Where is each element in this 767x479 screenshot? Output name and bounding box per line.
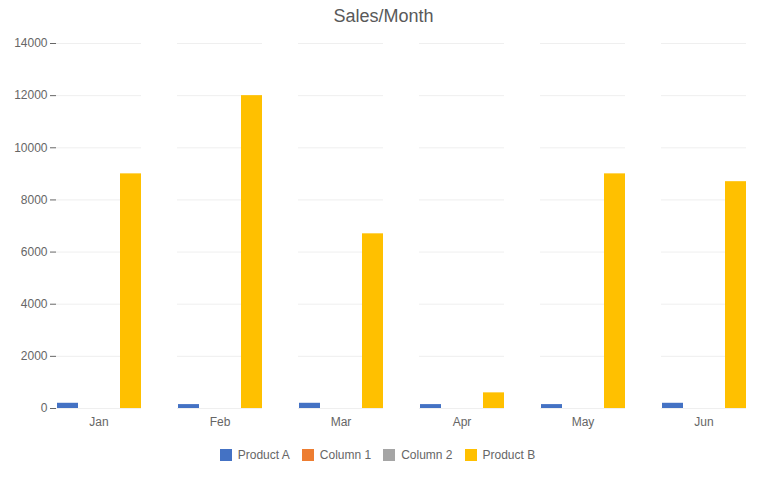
html-text:Product A: Product A [237, 447, 290, 462]
svg-text:Mar: Mar [331, 415, 352, 429]
svg-text:May: May [572, 415, 595, 429]
svg-text:0: 0 [41, 401, 48, 415]
svg-text:Apr: Apr [453, 415, 472, 429]
svg-text:8000: 8000 [21, 193, 48, 207]
svg-text:12000: 12000 [14, 88, 48, 102]
svg-text:14000: 14000 [14, 36, 48, 50]
html-text:Product B: Product B [482, 447, 536, 462]
svg-text:Feb: Feb [210, 415, 231, 429]
svg-text:Jan: Jan [89, 415, 108, 429]
svg-text:2000: 2000 [21, 349, 48, 363]
html-text:Sales/Month: Sales/Month [333, 6, 434, 26]
html-text:Column 1: Column 1 [319, 447, 372, 462]
html-text:Column 2: Column 2 [401, 447, 453, 462]
svg-text:4000: 4000 [21, 297, 48, 311]
svg-text:6000: 6000 [21, 245, 48, 259]
svg-text:10000: 10000 [14, 141, 48, 155]
svg-text:Jun: Jun [694, 415, 713, 429]
